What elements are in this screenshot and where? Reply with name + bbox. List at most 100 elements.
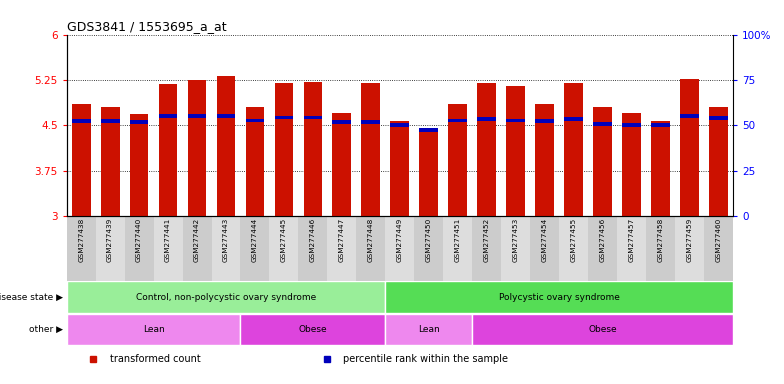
- Bar: [646, 216, 675, 281]
- Text: GSM277446: GSM277446: [310, 218, 316, 262]
- Text: GSM277456: GSM277456: [600, 218, 606, 262]
- Bar: [274, 83, 293, 216]
- Text: GSM277448: GSM277448: [368, 218, 374, 262]
- Bar: [71, 104, 90, 216]
- Bar: [710, 116, 728, 120]
- Bar: [67, 314, 241, 345]
- Bar: [622, 124, 641, 127]
- Bar: [506, 119, 525, 122]
- Bar: [506, 86, 525, 216]
- Bar: [125, 216, 154, 281]
- Bar: [245, 107, 264, 216]
- Text: Control, non-polycystic ovary syndrome: Control, non-polycystic ovary syndrome: [136, 293, 316, 301]
- Text: Lean: Lean: [143, 325, 165, 334]
- Bar: [564, 83, 583, 216]
- Bar: [710, 107, 728, 216]
- Bar: [332, 113, 351, 216]
- Bar: [390, 121, 409, 216]
- Bar: [274, 116, 293, 119]
- Bar: [361, 83, 380, 216]
- Bar: [328, 216, 357, 281]
- Bar: [183, 216, 212, 281]
- Bar: [245, 119, 264, 122]
- Bar: [622, 113, 641, 216]
- Text: GSM277445: GSM277445: [281, 218, 287, 262]
- Text: other ▶: other ▶: [29, 325, 63, 334]
- Text: Lean: Lean: [418, 325, 440, 334]
- Text: GSM277450: GSM277450: [426, 218, 432, 262]
- Bar: [67, 281, 386, 313]
- Text: Obese: Obese: [299, 325, 327, 334]
- Bar: [241, 216, 270, 281]
- Bar: [535, 104, 554, 216]
- Text: GSM277441: GSM277441: [165, 218, 171, 262]
- Bar: [187, 80, 206, 216]
- Text: GSM277444: GSM277444: [252, 218, 258, 262]
- Bar: [681, 79, 699, 216]
- Bar: [299, 216, 328, 281]
- Bar: [675, 216, 704, 281]
- Text: GDS3841 / 1553695_a_at: GDS3841 / 1553695_a_at: [67, 20, 227, 33]
- Bar: [303, 82, 322, 216]
- Bar: [270, 216, 299, 281]
- Text: GSM277439: GSM277439: [107, 218, 113, 262]
- Text: Obese: Obese: [588, 325, 617, 334]
- Bar: [419, 128, 438, 216]
- Bar: [212, 216, 241, 281]
- Text: Polycystic ovary syndrome: Polycystic ovary syndrome: [499, 293, 619, 301]
- Text: transformed count: transformed count: [110, 354, 201, 364]
- Bar: [158, 84, 177, 216]
- Text: GSM277455: GSM277455: [571, 218, 577, 262]
- Bar: [419, 128, 438, 132]
- Bar: [216, 114, 235, 118]
- Bar: [593, 122, 612, 126]
- Bar: [448, 104, 467, 216]
- Text: GSM277453: GSM277453: [513, 218, 519, 262]
- Bar: [617, 216, 646, 281]
- Bar: [501, 216, 530, 281]
- Bar: [472, 216, 501, 281]
- Text: GSM277452: GSM277452: [484, 218, 490, 262]
- Text: GSM277458: GSM277458: [658, 218, 663, 262]
- Text: GSM277442: GSM277442: [194, 218, 200, 262]
- Text: percentile rank within the sample: percentile rank within the sample: [343, 354, 508, 364]
- Bar: [154, 216, 183, 281]
- Bar: [332, 121, 351, 124]
- Text: GSM277438: GSM277438: [78, 218, 84, 262]
- Bar: [414, 216, 443, 281]
- Bar: [96, 216, 125, 281]
- Bar: [564, 118, 583, 121]
- Text: GSM277460: GSM277460: [716, 218, 721, 262]
- Bar: [100, 107, 119, 216]
- Bar: [386, 216, 414, 281]
- Bar: [559, 216, 588, 281]
- Bar: [303, 116, 322, 119]
- Bar: [652, 124, 670, 127]
- Bar: [100, 119, 119, 123]
- Bar: [477, 83, 496, 216]
- Bar: [67, 216, 96, 281]
- Bar: [129, 121, 148, 124]
- Text: GSM277440: GSM277440: [136, 218, 142, 262]
- Bar: [71, 119, 90, 123]
- Bar: [477, 118, 496, 121]
- Bar: [593, 107, 612, 216]
- Bar: [357, 216, 386, 281]
- Text: GSM277454: GSM277454: [542, 218, 548, 262]
- Bar: [681, 114, 699, 118]
- Text: GSM277447: GSM277447: [339, 218, 345, 262]
- Bar: [216, 76, 235, 216]
- Text: GSM277459: GSM277459: [687, 218, 692, 262]
- Bar: [472, 314, 733, 345]
- Bar: [652, 121, 670, 216]
- Bar: [386, 281, 733, 313]
- Bar: [443, 216, 472, 281]
- Bar: [386, 314, 472, 345]
- Bar: [448, 119, 467, 122]
- Bar: [704, 216, 733, 281]
- Bar: [158, 114, 177, 118]
- Text: disease state ▶: disease state ▶: [0, 293, 63, 301]
- Text: GSM277443: GSM277443: [223, 218, 229, 262]
- Bar: [129, 114, 148, 216]
- Bar: [588, 216, 617, 281]
